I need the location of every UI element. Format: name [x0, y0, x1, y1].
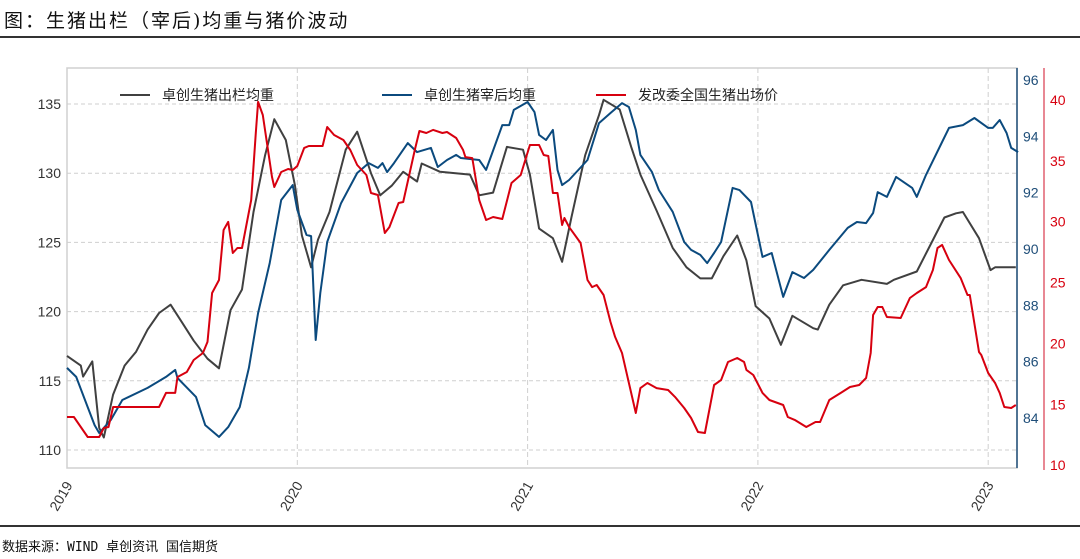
red-axis-tick-label: 20 [1050, 335, 1066, 351]
footer-divider [0, 525, 1080, 527]
plot-area [66, 67, 1018, 469]
left-axis-tick-label: 110 [39, 442, 62, 458]
red-axis-tick-label: 10 [1050, 457, 1066, 473]
x-axis-tick-label: 2023 [967, 478, 997, 513]
legend-label-3: 发改委全国生猪出场价 [638, 87, 778, 104]
left-axis-tick-label: 115 [39, 373, 62, 389]
left-axis-tick-label: 130 [38, 165, 62, 181]
figure-title: 图：生猪出栏（宰后)均重与猪价波动 [4, 10, 350, 32]
red-axis-tick-label: 40 [1050, 92, 1066, 108]
data-source: 数据来源：WIND 卓创资讯 国信期货 [2, 540, 218, 555]
title-divider [0, 36, 1080, 38]
x-axis-tick-label: 2022 [737, 478, 767, 513]
x-axis-tick-label: 2021 [507, 478, 537, 513]
x-axis-tick-label: 2019 [46, 478, 76, 513]
legend-label-1: 卓创生猪出栏均重 [162, 88, 274, 104]
left-axis-tick-label: 125 [38, 234, 62, 250]
red-axis-tick-label: 35 [1050, 153, 1066, 169]
series-line-1 [66, 98, 1016, 439]
series-line-3 [67, 100, 1017, 438]
left-axis-tick-label: 135 [38, 96, 62, 112]
blue-axis-tick-label: 96 [1023, 72, 1039, 88]
blue-axis-tick-label: 94 [1023, 128, 1039, 144]
blue-axis-tick-label: 86 [1023, 354, 1039, 370]
blue-axis-tick-label: 92 [1023, 185, 1039, 201]
legend-label-2: 卓创生猪宰后均重 [424, 88, 536, 104]
red-axis-tick-label: 30 [1050, 214, 1066, 230]
left-axis-tick-label: 120 [38, 304, 62, 320]
red-axis-tick-label: 15 [1050, 396, 1066, 412]
x-axis-tick-label: 2020 [276, 478, 306, 513]
blue-axis-tick-label: 84 [1023, 410, 1039, 426]
series-line-2 [66, 101, 1019, 438]
red-axis-tick-label: 25 [1050, 275, 1066, 291]
blue-axis-tick-label: 88 [1023, 297, 1039, 313]
blue-axis-tick-label: 90 [1023, 241, 1039, 257]
